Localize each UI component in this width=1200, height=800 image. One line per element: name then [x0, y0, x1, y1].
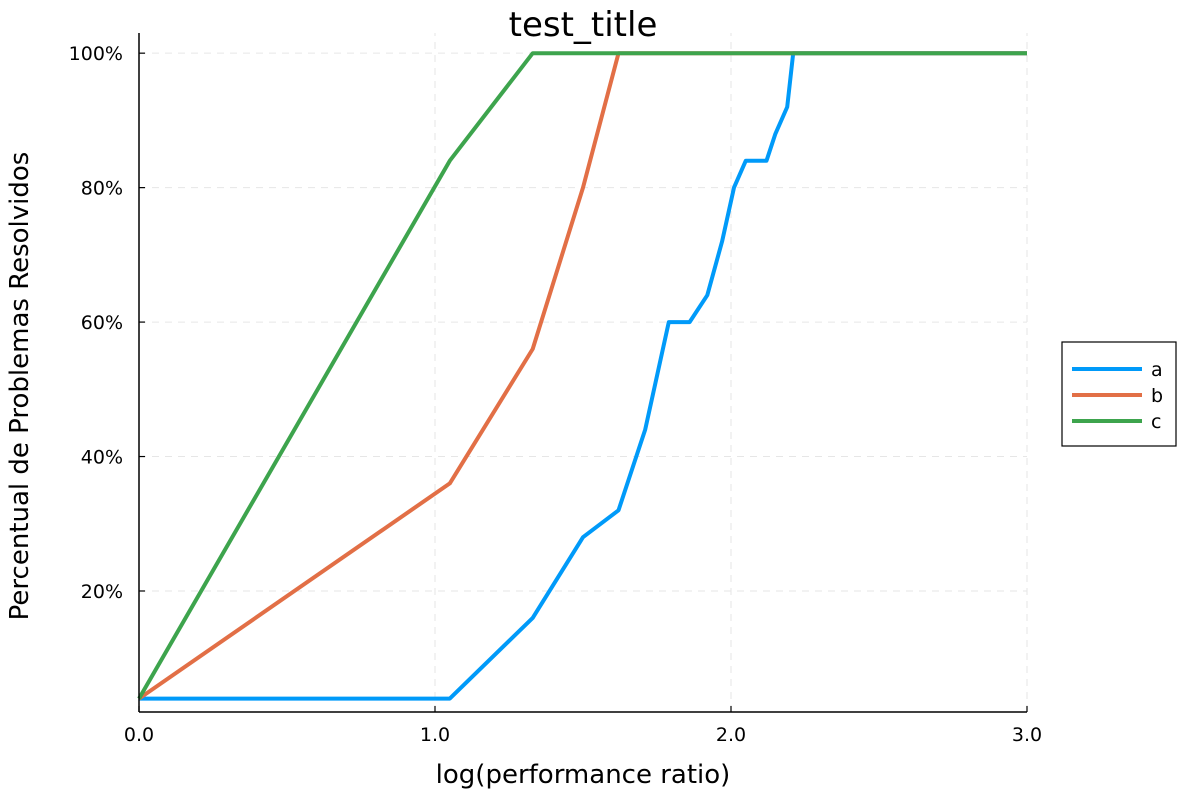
chart-title: test_title [509, 5, 658, 45]
y-ticks: 20% 40% 60% 80% 100% [69, 43, 145, 603]
y-axis-label: Percentual de Problemas Resolvidos [5, 152, 35, 621]
x-ticks: 0.0 1.0 2.0 3.0 [124, 706, 1042, 746]
y-tick-label: 80% [81, 178, 123, 200]
axes [138, 33, 1027, 713]
y-tick-label: 100% [69, 43, 123, 65]
x-tick-label: 0.0 [124, 724, 154, 746]
grid [139, 33, 1028, 712]
legend-label-b: b [1151, 385, 1163, 407]
series-line-c [137, 51, 1027, 700]
y-tick-label: 20% [81, 581, 123, 603]
series-line-a [139, 51, 1027, 701]
x-tick-label: 1.0 [420, 724, 450, 746]
y-tick-label: 60% [81, 312, 123, 334]
series-line-b [137, 51, 1027, 701]
series-lines [137, 51, 1027, 701]
legend: abc [1061, 341, 1177, 447]
legend-label-a: a [1151, 359, 1163, 381]
x-tick-label: 2.0 [716, 724, 746, 746]
x-tick-label: 3.0 [1012, 724, 1042, 746]
legend-label-c: c [1151, 411, 1161, 433]
x-axis-label: log(performance ratio) [436, 760, 731, 790]
y-tick-label: 40% [81, 447, 123, 469]
